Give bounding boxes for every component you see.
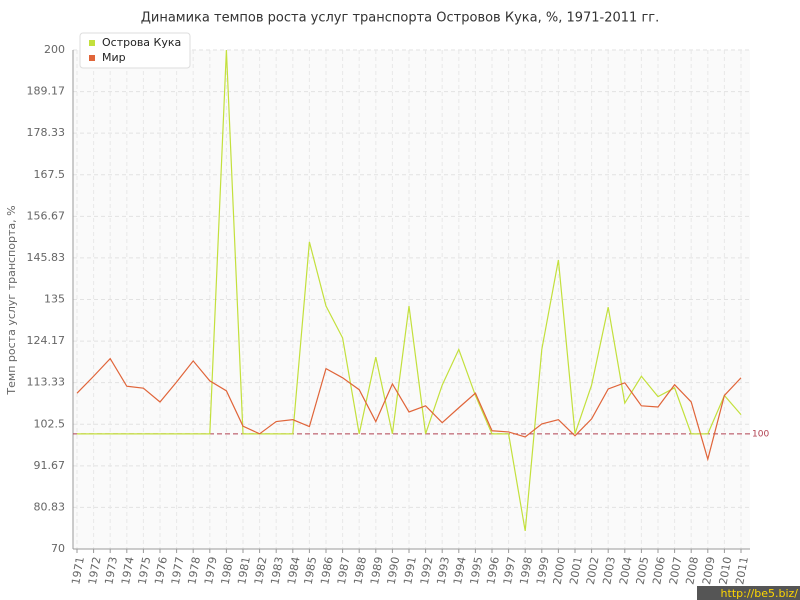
x-tick-label: 1972 xyxy=(86,556,104,586)
x-tick-label: 1990 xyxy=(385,556,403,586)
legend-label: Острова Кука xyxy=(102,36,181,49)
x-tick-label: 2003 xyxy=(600,556,618,586)
y-tick-label: 124.17 xyxy=(27,334,66,347)
x-tick-label: 2009 xyxy=(700,556,718,586)
x-tick-label: 2000 xyxy=(551,556,569,586)
x-tick-label: 1986 xyxy=(318,556,336,586)
watermark-bg xyxy=(697,586,800,600)
x-tick-label: 1987 xyxy=(335,556,353,586)
x-tick-label: 1973 xyxy=(102,556,120,586)
x-tick-label: 1999 xyxy=(534,556,552,586)
legend-marker xyxy=(89,55,95,61)
x-tick-label: 1988 xyxy=(351,556,369,586)
x-tick-label: 1998 xyxy=(517,556,535,586)
series-line xyxy=(77,49,742,532)
legend-marker xyxy=(89,40,95,46)
x-tick-label: 1995 xyxy=(468,556,486,586)
legend-box xyxy=(79,32,191,69)
y-tick-label: 113.33 xyxy=(27,376,66,389)
x-tick-label: 2004 xyxy=(617,556,635,586)
x-tick-label: 2008 xyxy=(683,556,701,586)
series-line xyxy=(76,357,742,462)
x-tick-label: 1971 xyxy=(69,556,87,586)
x-tick-label: 2001 xyxy=(567,556,585,586)
x-tick-label: 1982 xyxy=(252,556,270,586)
x-tick-label: 1979 xyxy=(202,556,220,586)
x-tick-label: 1989 xyxy=(368,556,386,586)
y-tick-label: 80.83 xyxy=(34,500,66,513)
x-tick-label: 1975 xyxy=(136,556,154,586)
y-tick-label: 156.67 xyxy=(27,209,66,222)
x-tick-label: 1976 xyxy=(152,556,170,586)
x-tick-label: 2005 xyxy=(634,556,652,586)
x-tick-label: 1996 xyxy=(484,556,502,586)
y-tick-label: 102.5 xyxy=(34,417,66,430)
y-tick-label: 91.67 xyxy=(34,459,66,472)
chart-title: Динамика темпов роста услуг транспорта О… xyxy=(141,11,660,26)
x-tick-label: 1983 xyxy=(268,556,286,586)
x-tick-label: 1994 xyxy=(451,556,469,586)
y-tick-label: 70 xyxy=(51,542,65,555)
x-tick-label: 2007 xyxy=(667,556,685,586)
y-tick-label: 200 xyxy=(44,43,65,56)
reference-label: 100 xyxy=(752,429,769,439)
y-tick-label: 178.33 xyxy=(27,126,66,139)
x-tick-label: 1985 xyxy=(302,556,320,586)
y-tick-label: 167.5 xyxy=(34,168,66,181)
x-tick-label: 1993 xyxy=(434,556,452,586)
y-axis-label: Темп роста услуг транспорта, % xyxy=(5,205,18,395)
x-tick-label: 1992 xyxy=(418,556,436,586)
x-tick-label: 1984 xyxy=(285,556,303,586)
legend: Острова Кука Мир xyxy=(79,32,191,69)
x-tick-label: 2002 xyxy=(584,556,602,586)
x-tick-label: 1997 xyxy=(501,556,519,586)
y-tick-label: 145.83 xyxy=(27,251,66,264)
x-tick-label: 2006 xyxy=(650,556,668,586)
legend-label: Мир xyxy=(102,51,126,64)
x-tick-label: 2011 xyxy=(733,556,751,586)
y-tick-label: 135 xyxy=(44,293,65,306)
x-tick-label: 1991 xyxy=(401,556,419,586)
x-tick-label: 1978 xyxy=(185,556,203,586)
x-tick-label: 1980 xyxy=(219,556,237,586)
x-tick-label: 1977 xyxy=(169,556,187,586)
x-tick-label: 2010 xyxy=(717,556,735,586)
y-tick-label: 189.17 xyxy=(27,85,66,98)
x-tick-label: 1974 xyxy=(119,556,137,586)
x-tick-label: 1981 xyxy=(235,556,253,586)
watermark: http://be5.biz/ xyxy=(721,587,799,600)
